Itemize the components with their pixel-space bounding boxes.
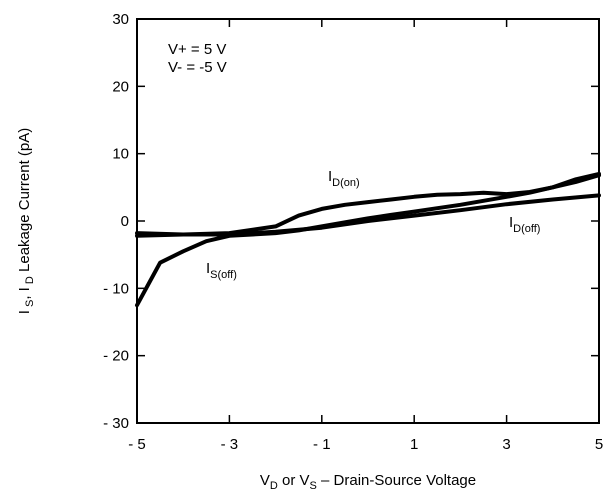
series-line-doff	[135, 193, 601, 237]
series-layer	[135, 171, 601, 308]
series-label-bg	[200, 253, 256, 283]
x-axis-title: VD or VS – Drain-Source Voltage	[260, 472, 476, 492]
series-line-soff	[135, 173, 601, 308]
conditions-box	[161, 35, 273, 85]
series-label-don: ID(on)	[328, 168, 360, 189]
conditions-note: V+ = 5 V	[168, 41, 226, 58]
y-tick-label: 0	[121, 213, 129, 230]
x-tick-label: 5	[595, 436, 603, 453]
x-tick-label: 3	[502, 436, 510, 453]
y-tick-label: - 10	[103, 280, 129, 297]
conditions-note: V- = -5 V	[168, 59, 227, 76]
series-label-layer: ID(on) ID(off) IS(off)	[200, 160, 567, 283]
y-tick-label: 10	[112, 146, 129, 163]
y-tick-label: 30	[112, 11, 129, 28]
x-tick-label: - 5	[128, 436, 146, 453]
tick-layer: 30 20 10 0 - 10 - 20 - 30 - 5 - 3 - 1 1 3 5	[103, 11, 603, 453]
y-axis-title: I S, I D Leakage Current (pA)	[16, 128, 36, 315]
series-label-bg	[322, 160, 380, 190]
x-tick-label: 1	[410, 436, 418, 453]
x-tick-label: - 3	[221, 436, 239, 453]
series-label-bg	[503, 207, 567, 237]
x-tick-label: - 1	[313, 436, 331, 453]
annotation-layer: V+ = 5 VV- = -5 V	[161, 35, 273, 85]
y-tick-label: - 30	[103, 415, 129, 432]
y-tick-label: 20	[112, 78, 129, 95]
series-label-soff: IS(off)	[206, 260, 237, 281]
y-tick-label: - 20	[103, 348, 129, 365]
series-label-doff: ID(off)	[509, 214, 540, 235]
